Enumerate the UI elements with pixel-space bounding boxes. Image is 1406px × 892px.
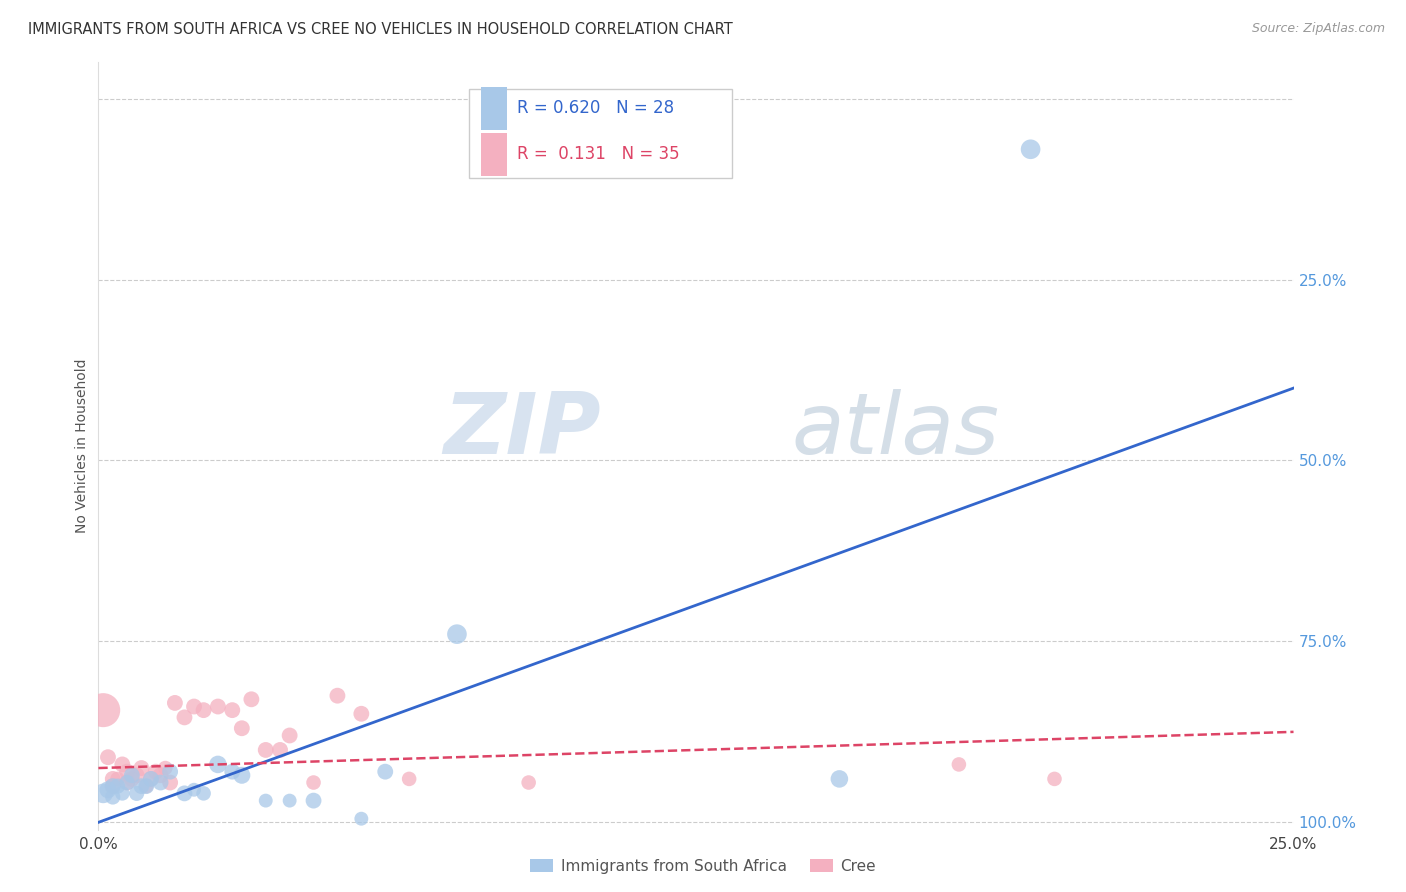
- Point: [183, 782, 205, 797]
- Point: [107, 772, 129, 786]
- Point: [231, 768, 253, 782]
- Point: [115, 764, 138, 779]
- Point: [135, 779, 157, 793]
- Point: [302, 794, 325, 808]
- Point: [828, 772, 851, 786]
- Text: atlas: atlas: [792, 389, 1000, 472]
- Point: [269, 743, 291, 757]
- Point: [398, 772, 420, 786]
- Point: [350, 812, 373, 826]
- Point: [139, 772, 162, 786]
- Point: [163, 696, 186, 710]
- Point: [107, 779, 129, 793]
- Point: [159, 775, 181, 789]
- Legend: Immigrants from South Africa, Cree: Immigrants from South Africa, Cree: [524, 853, 882, 880]
- Point: [374, 764, 396, 779]
- Point: [278, 794, 301, 808]
- Point: [131, 779, 153, 793]
- Point: [97, 750, 120, 764]
- Point: [131, 761, 153, 775]
- Point: [254, 743, 277, 757]
- Point: [221, 703, 243, 717]
- Point: [149, 768, 172, 782]
- FancyBboxPatch shape: [470, 89, 733, 178]
- Point: [101, 779, 124, 793]
- Point: [149, 775, 172, 789]
- Point: [173, 710, 195, 724]
- Point: [254, 794, 277, 808]
- Text: R = 0.620   N = 28: R = 0.620 N = 28: [517, 100, 673, 118]
- Y-axis label: No Vehicles in Household: No Vehicles in Household: [76, 359, 90, 533]
- Point: [91, 786, 114, 800]
- Point: [101, 779, 124, 793]
- Point: [101, 789, 124, 804]
- Point: [517, 775, 540, 789]
- Point: [1043, 772, 1066, 786]
- Point: [221, 764, 243, 779]
- Point: [115, 775, 138, 789]
- Bar: [481, 87, 508, 129]
- Point: [125, 768, 148, 782]
- Point: [115, 775, 138, 789]
- Point: [231, 721, 253, 735]
- Point: [121, 768, 143, 782]
- Point: [135, 779, 157, 793]
- Point: [193, 786, 215, 800]
- Point: [278, 729, 301, 743]
- Bar: [481, 134, 508, 176]
- Text: Source: ZipAtlas.com: Source: ZipAtlas.com: [1251, 22, 1385, 36]
- Point: [111, 786, 134, 800]
- Point: [326, 689, 349, 703]
- Point: [139, 772, 162, 786]
- Point: [207, 757, 229, 772]
- Point: [183, 699, 205, 714]
- Point: [155, 761, 177, 775]
- Point: [91, 703, 114, 717]
- Point: [193, 703, 215, 717]
- Point: [125, 786, 148, 800]
- Point: [97, 782, 120, 797]
- Point: [948, 757, 970, 772]
- Point: [159, 764, 181, 779]
- Point: [302, 775, 325, 789]
- Point: [240, 692, 263, 706]
- Text: IMMIGRANTS FROM SOUTH AFRICA VS CREE NO VEHICLES IN HOUSEHOLD CORRELATION CHART: IMMIGRANTS FROM SOUTH AFRICA VS CREE NO …: [28, 22, 733, 37]
- Point: [111, 757, 134, 772]
- Text: R =  0.131   N = 35: R = 0.131 N = 35: [517, 145, 679, 163]
- Point: [207, 699, 229, 714]
- Point: [350, 706, 373, 721]
- Point: [101, 772, 124, 786]
- Point: [145, 764, 167, 779]
- Point: [1019, 142, 1042, 156]
- Point: [446, 627, 468, 641]
- Point: [121, 772, 143, 786]
- Text: ZIP: ZIP: [443, 389, 600, 472]
- Point: [173, 786, 195, 800]
